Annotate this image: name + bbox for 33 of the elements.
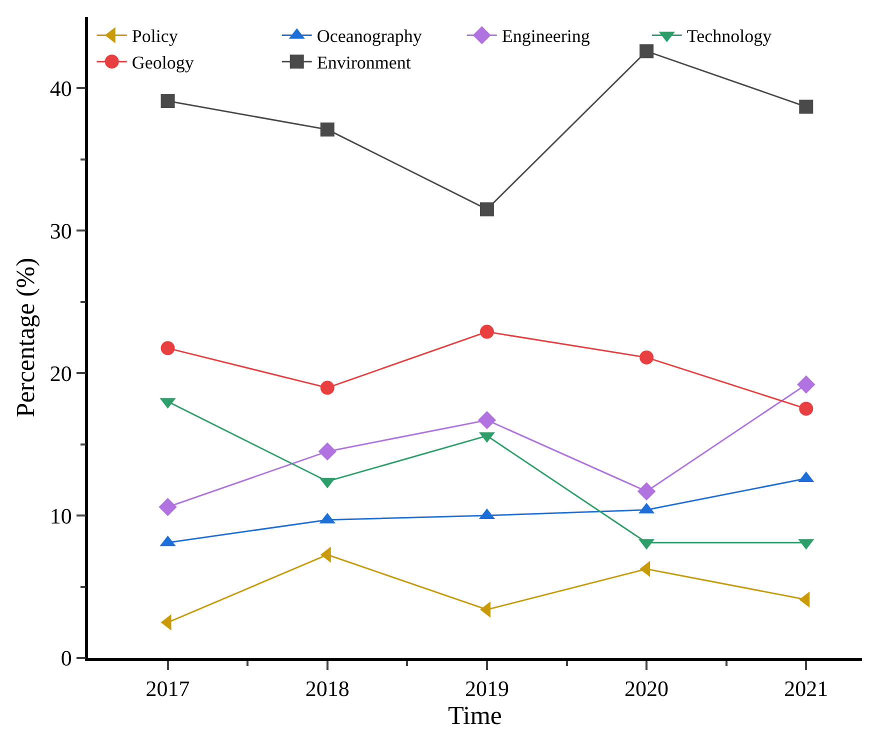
point <box>320 380 334 395</box>
legend-label: Oceanography <box>316 26 422 46</box>
point <box>318 442 336 461</box>
legend-label: Technology <box>686 26 772 46</box>
point <box>480 202 494 216</box>
y-tick-label: 30 <box>50 218 72 244</box>
point <box>640 350 654 364</box>
legend-label: Geology <box>132 52 194 73</box>
y-tick-label: 20 <box>50 360 72 386</box>
legend-label: Engineering <box>502 26 590 46</box>
x-tick-label: 2020 <box>624 676 669 702</box>
point <box>158 498 177 516</box>
point <box>480 324 494 339</box>
point <box>799 402 814 416</box>
x-tick-label: 2017 <box>146 676 190 702</box>
x-axis-title: Time <box>448 701 502 730</box>
legend-label: Environment <box>316 52 411 73</box>
point <box>160 94 175 108</box>
point <box>160 341 175 356</box>
point <box>478 411 496 430</box>
point <box>640 44 654 58</box>
point <box>320 122 334 137</box>
point <box>637 482 656 500</box>
y-axis-title: Percentage (%) <box>11 258 40 418</box>
x-tick-label: 2019 <box>464 676 509 702</box>
point <box>797 375 816 394</box>
legend-label: Policy <box>132 26 178 46</box>
y-tick-label: 10 <box>50 503 72 528</box>
x-tick-label: 2018 <box>305 676 350 702</box>
y-tick-label: 0 <box>60 646 72 671</box>
y-tick-label: 40 <box>50 76 72 101</box>
point <box>799 100 814 114</box>
x-tick-label: 2021 <box>784 676 828 702</box>
